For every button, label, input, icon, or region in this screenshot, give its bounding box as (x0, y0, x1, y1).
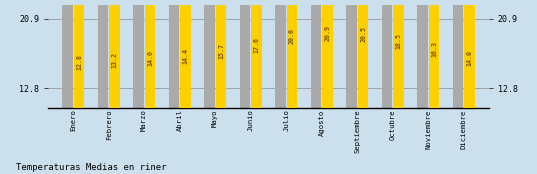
Bar (74, 0, 84, 108)
Bar (346, 0, 357, 108)
Bar (287, 0, 297, 108)
Text: 14.0: 14.0 (147, 50, 153, 66)
Text: 14.4: 14.4 (183, 48, 188, 64)
Bar (98, 1, 108, 108)
Text: 18.5: 18.5 (396, 33, 402, 49)
Text: 13.2: 13.2 (112, 52, 118, 68)
Bar (310, 0, 321, 108)
Text: 16.3: 16.3 (431, 41, 437, 57)
Bar (216, 0, 227, 108)
Text: Temperaturas Medias en riner: Temperaturas Medias en riner (16, 163, 166, 172)
Text: 12.8: 12.8 (76, 54, 82, 70)
Bar (204, 0, 215, 108)
Bar (133, 0, 144, 108)
Bar (465, 0, 475, 108)
Text: 20.9: 20.9 (325, 25, 331, 41)
Bar (240, 0, 250, 108)
Text: 20.5: 20.5 (360, 26, 366, 42)
Bar (251, 0, 262, 108)
Bar (382, 0, 392, 108)
Bar (393, 0, 404, 108)
Bar (429, 0, 439, 108)
Text: 17.6: 17.6 (253, 37, 259, 53)
Bar (109, 0, 120, 108)
Bar (453, 0, 463, 108)
Bar (62, 3, 72, 108)
Bar (275, 0, 286, 108)
Text: 15.7: 15.7 (218, 44, 224, 60)
Bar (417, 0, 428, 108)
Text: 20.0: 20.0 (289, 28, 295, 44)
Bar (358, 0, 368, 108)
Bar (322, 0, 333, 108)
Bar (145, 0, 155, 108)
Bar (180, 0, 191, 108)
Text: 14.0: 14.0 (467, 50, 473, 66)
Bar (169, 0, 179, 108)
